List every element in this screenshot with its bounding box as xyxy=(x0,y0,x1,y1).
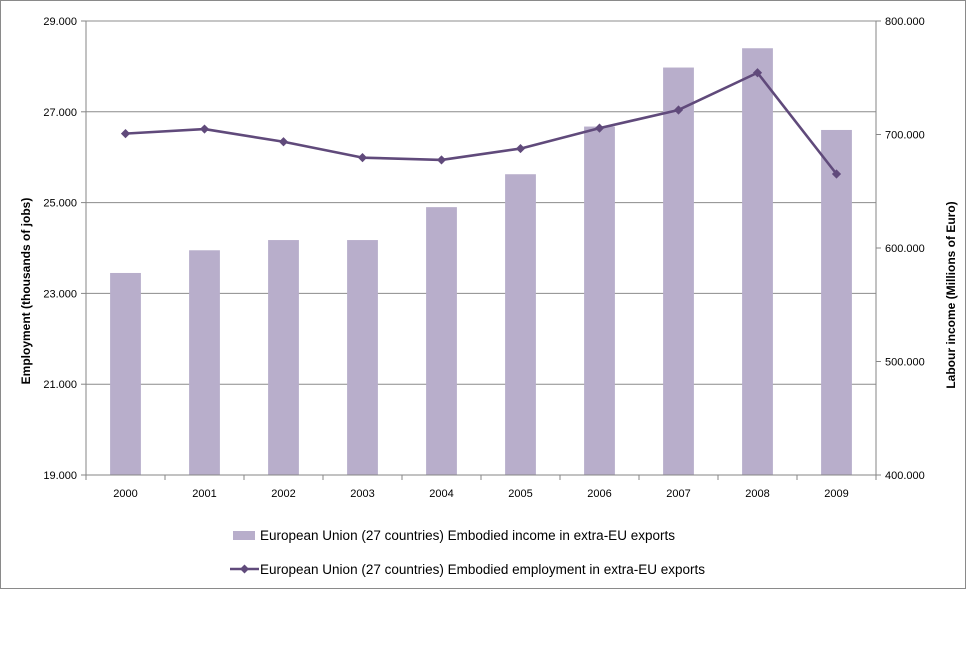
bar xyxy=(663,67,694,475)
x-tick-label: 2004 xyxy=(429,488,453,500)
data-point-marker xyxy=(436,155,447,165)
bar xyxy=(110,272,141,475)
y-right-tick-label: 400.000 xyxy=(885,470,925,482)
line-series xyxy=(120,68,842,179)
data-point-marker xyxy=(357,153,368,163)
data-point-marker xyxy=(831,169,842,179)
y-left-tick-label: 21.000 xyxy=(43,379,77,391)
y-left-tick-label: 19.000 xyxy=(43,470,77,482)
x-tick-label: 2005 xyxy=(508,488,532,500)
bar xyxy=(505,174,536,475)
x-tick-label: 2002 xyxy=(271,488,295,500)
data-point-marker xyxy=(594,123,605,133)
y-left-tick-label: 29.000 xyxy=(43,16,77,28)
data-point-marker xyxy=(515,143,526,154)
y-left-tick-label: 23.000 xyxy=(43,288,77,300)
x-tick-label: 2003 xyxy=(350,488,374,500)
y-right-tick-label: 700.000 xyxy=(885,130,925,142)
employment-line xyxy=(125,71,838,175)
bar xyxy=(426,207,457,475)
bar xyxy=(742,48,773,476)
y-left-tick-label: 27.000 xyxy=(43,107,77,119)
legend-bar-swatch xyxy=(233,531,255,540)
data-point-marker xyxy=(673,105,684,115)
data-point-marker xyxy=(199,124,210,134)
bar xyxy=(268,240,299,475)
y-axis-right-title: Labour income (Millions of Euro) xyxy=(944,201,958,388)
x-tick-label: 2000 xyxy=(113,488,137,500)
bar xyxy=(821,129,852,475)
chart-frame: 19.000 21.000 23.000 25.000 27.000 29.000 400.… xyxy=(0,0,966,589)
data-point-marker xyxy=(120,128,131,139)
data-point-marker xyxy=(752,68,763,78)
axes xyxy=(81,20,881,480)
x-tick-label: 2001 xyxy=(192,488,216,500)
bar xyxy=(189,250,220,475)
bar xyxy=(584,126,615,476)
x-tick-label: 2009 xyxy=(824,488,848,500)
tick-labels: 19.000 21.000 23.000 25.000 27.000 29.000 400.… xyxy=(43,16,924,500)
y-right-tick-label: 800.000 xyxy=(885,16,925,28)
legend-line-marker xyxy=(240,564,249,574)
x-tick-label: 2008 xyxy=(745,488,769,500)
legend: European Union (27 countries) Embodied i… xyxy=(230,528,705,577)
legend-line-label: European Union (27 countries) Embodied e… xyxy=(260,562,705,577)
y-right-tick-label: 500.000 xyxy=(885,357,925,369)
data-point-marker xyxy=(278,137,289,147)
x-tick-label: 2007 xyxy=(666,488,690,500)
chart: 19.000 21.000 23.000 25.000 27.000 29.000 400.… xyxy=(19,16,958,577)
y-left-tick-label: 25.000 xyxy=(43,198,77,210)
x-tick-label: 2006 xyxy=(587,488,611,500)
y-right-tick-label: 600.000 xyxy=(885,243,925,255)
legend-bar-label: European Union (27 countries) Embodied i… xyxy=(260,528,675,543)
y-axis-left-title: Employment (thousands of jobs) xyxy=(19,198,33,385)
bar xyxy=(347,240,378,475)
bar-series xyxy=(110,48,852,476)
